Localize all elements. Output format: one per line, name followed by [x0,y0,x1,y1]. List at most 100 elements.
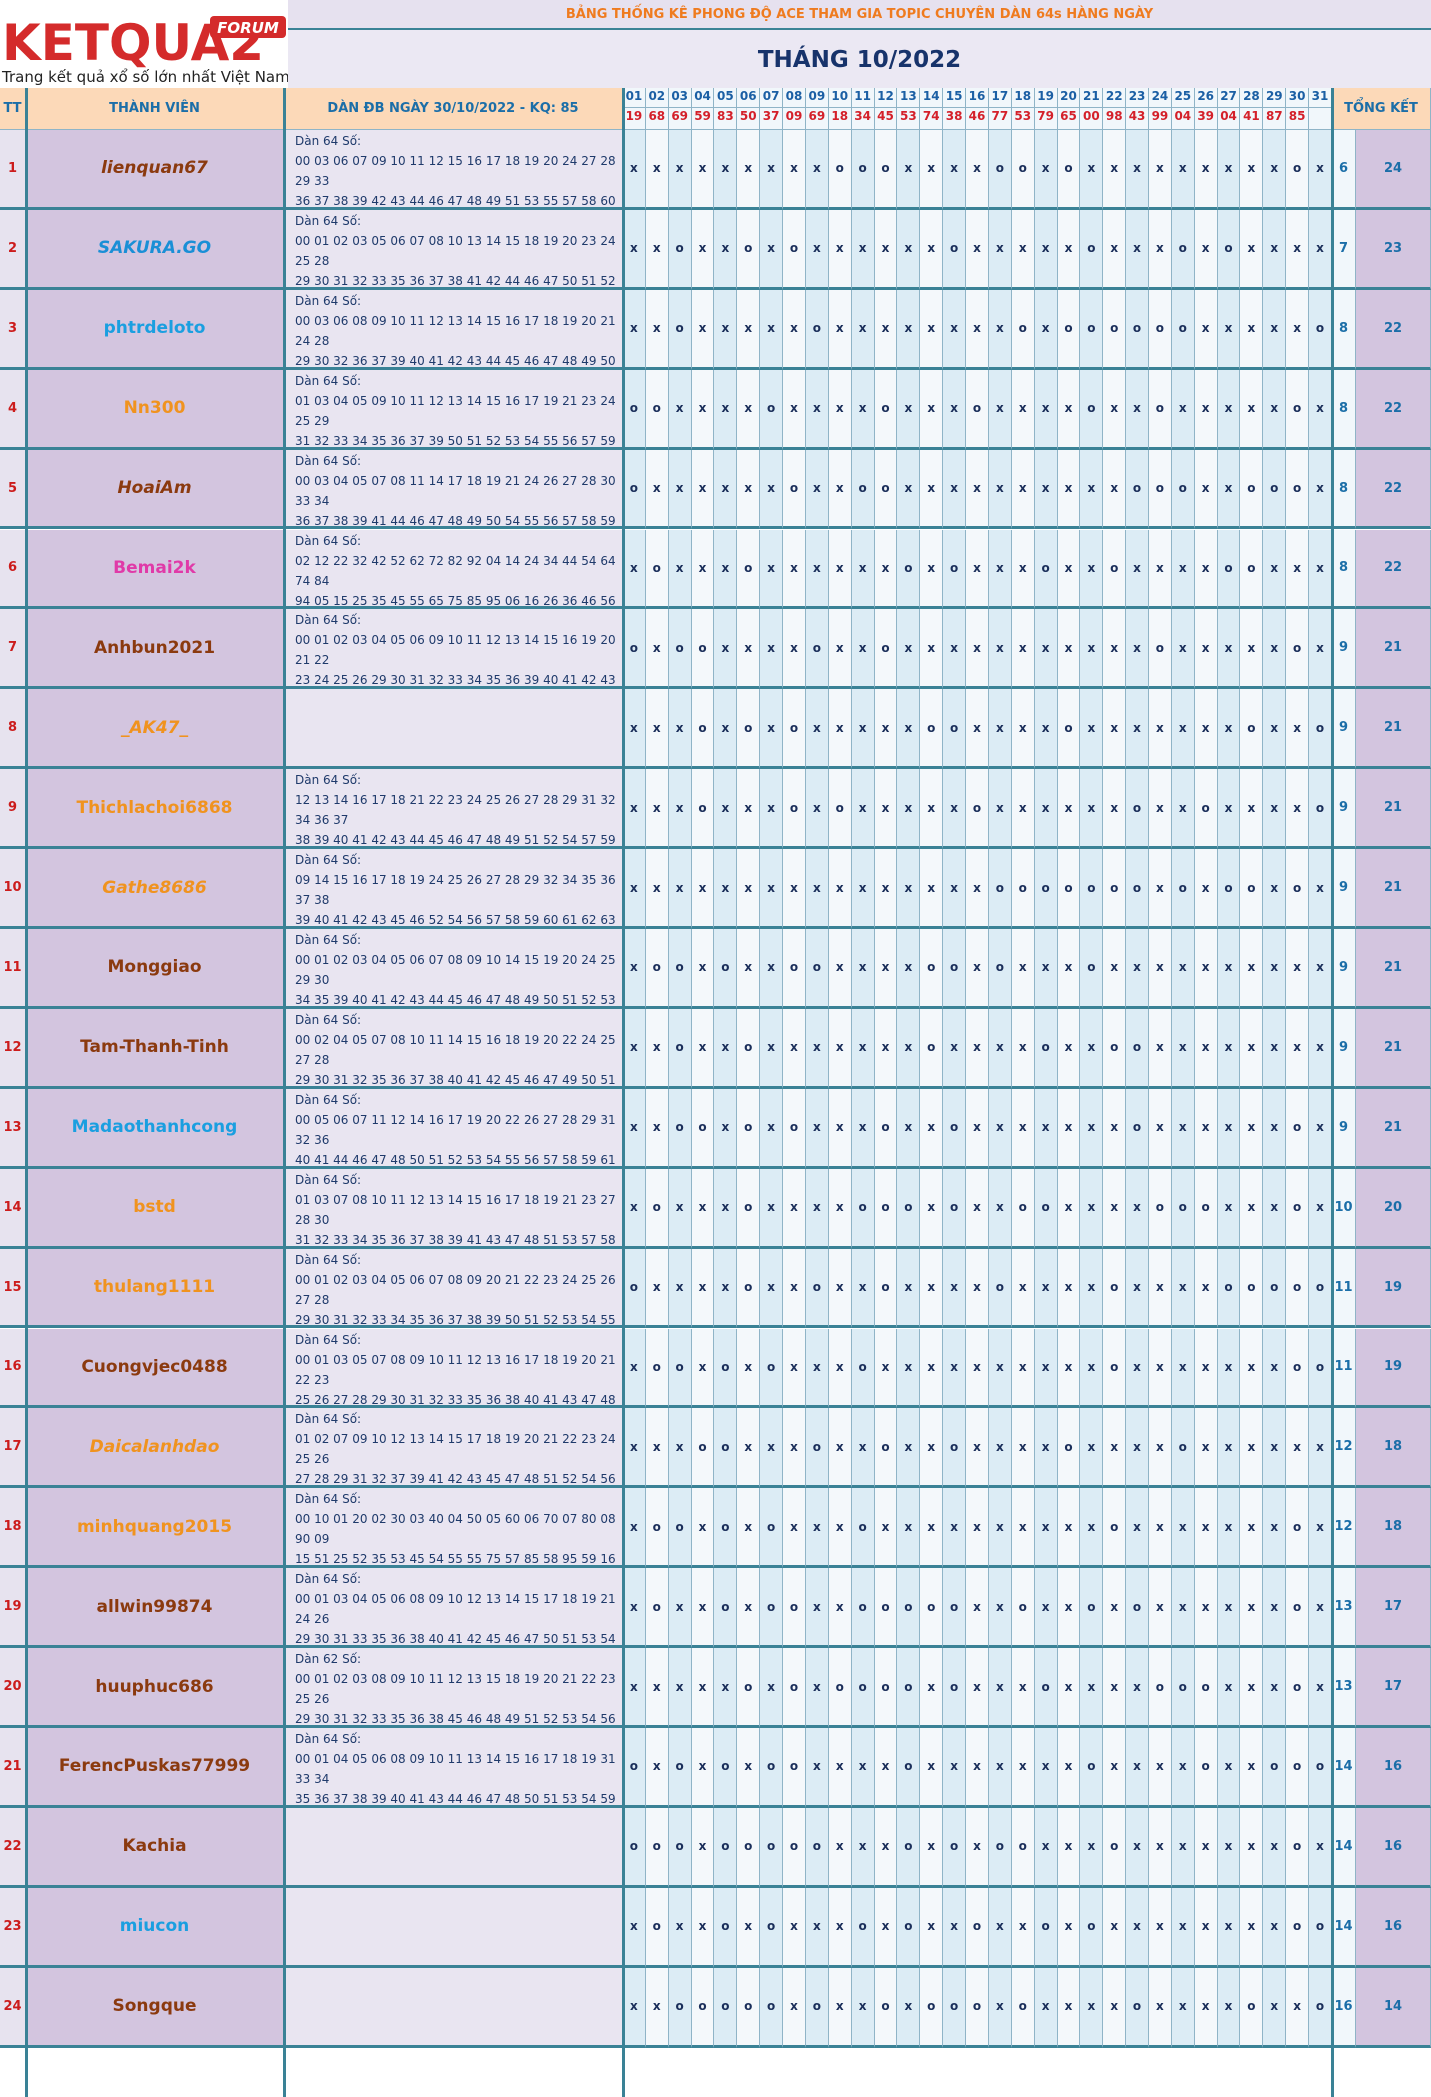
day-mark: x [737,609,761,690]
day-mark: x [988,1568,1012,1649]
day-mark: x [737,369,761,450]
day-mark: x [1217,1887,1241,1968]
day-mark: x [737,1328,761,1409]
day-mark: o [874,130,898,210]
logo-badge: FORUM [217,19,279,37]
day-mark: x [920,1488,944,1569]
member-name[interactable]: Anhbun2021 [26,609,284,690]
day-mark: x [1103,1168,1127,1249]
member-name[interactable]: Monggiao [26,929,284,1009]
member-dan: Dàn 64 Số: 00 03 06 07 09 10 11 12 15 16 … [284,130,623,210]
member-name[interactable]: Nn300 [26,369,284,450]
member-name[interactable]: huuphuc686 [26,1648,284,1728]
day-mark: x [1103,449,1127,530]
day-mark: x [828,929,852,1009]
day-mark: x [828,849,852,929]
day-mark: x [1080,1168,1104,1249]
day-header: 17 [988,88,1012,108]
member-name[interactable]: phtrdeloto [26,289,284,370]
member-name[interactable]: _AK47_ [26,689,284,770]
day-mark: x [874,929,898,1009]
day-mark: o [1034,529,1058,610]
day-mark: x [1149,1568,1172,1649]
day-header: 12 [874,88,898,108]
day-mark: x [1034,1408,1058,1489]
day-mark: x [1263,1568,1287,1649]
dan-label: Dàn 64 Số: [295,1492,362,1507]
member-name[interactable]: HoaiAm [26,449,284,530]
day-mark: x [988,1408,1012,1489]
member-name[interactable]: allwin99874 [26,1568,284,1649]
header-tt: TT [0,88,26,130]
day-mark: o [1126,769,1149,850]
logo-tagline: Trang kết quả xổ số lớn nhất Việt Nam [1,68,288,86]
member-name[interactable]: miucon [26,1887,284,1968]
day-mark: o [645,369,669,450]
member-dan [284,1967,623,2048]
day-mark: x [828,689,852,770]
day-mark: x [897,1967,921,2048]
member-name[interactable]: Daicalanhdao [26,1408,284,1489]
member-name[interactable]: bstd [26,1168,284,1249]
member-name[interactable]: minhquang2015 [26,1488,284,1569]
member-name[interactable]: Songque [26,1967,284,2048]
day-mark: o [714,1328,738,1409]
day-mark: x [1011,1088,1035,1169]
day-mark: x [783,1887,806,1968]
day-header: 18 [1011,88,1035,108]
day-result: 65 [1057,108,1081,130]
day-mark: x [966,449,989,530]
day-mark: o [691,769,715,850]
member-total: 14 [1356,1967,1431,2048]
day-mark: o [988,1248,1012,1329]
day-mark: x [1217,689,1241,770]
ketqua2-logo[interactable]: KETQUA2 FORUM Trang kết quả xổ số lớn nh… [0,0,290,88]
member-name[interactable]: thulang1111 [26,1248,284,1329]
day-mark: x [737,1568,761,1649]
day-result: 87 [1263,108,1287,130]
member-count: 9 [1332,689,1356,770]
day-mark: x [874,1328,898,1409]
day-mark: x [1309,130,1332,210]
column-divider [25,88,28,2097]
member-name[interactable]: FerencPuskas77999 [26,1728,284,1808]
member-name[interactable]: lienquan67 [26,130,284,210]
day-mark: x [1309,1168,1332,1249]
member-name[interactable]: Cuongvjec0488 [26,1328,284,1409]
day-mark: x [1309,1648,1332,1728]
member-name[interactable]: Bemai2k [26,529,284,610]
day-mark: x [623,1488,646,1569]
day-mark: x [828,609,852,690]
member-name[interactable]: SAKURA.GO [26,209,284,290]
member-name[interactable]: Kachia [26,1807,284,1888]
day-mark: x [645,1408,669,1489]
member-name[interactable]: Gathe8686 [26,849,284,929]
day-mark: o [1057,130,1081,210]
day-mark: x [1080,1967,1104,2048]
day-mark: o [1240,1248,1264,1329]
day-mark: x [668,1568,692,1649]
day-mark: x [668,1648,692,1728]
member-name[interactable]: Thichlachoi6868 [26,769,284,850]
member-count: 14 [1332,1728,1356,1808]
dan-numbers-line: 29 30 31 32 33 34 35 36 37 38 39 50 51 5… [295,1312,616,1327]
day-mark: x [897,1328,921,1409]
day-mark: o [645,1488,669,1569]
day-mark: x [897,1408,921,1489]
day-mark: o [1171,1168,1195,1249]
day-mark: o [737,1088,761,1169]
member-name[interactable]: Madaothanhcong [26,1088,284,1169]
day-mark: o [828,1648,852,1728]
day-mark: x [1103,1728,1127,1808]
member-dan: Dàn 64 Số: 00 01 02 03 04 05 06 07 08 09 … [284,929,623,1009]
day-mark: o [1217,529,1241,610]
day-mark: x [805,209,829,290]
day-mark: x [645,209,669,290]
day-mark: x [988,1728,1012,1808]
day-mark: x [851,929,875,1009]
day-mark: x [897,1088,921,1169]
day-mark: o [1080,1568,1104,1649]
member-name[interactable]: Tam-Thanh-Tinh [26,1008,284,1089]
member-total: 16 [1356,1887,1431,1968]
day-mark: o [737,1248,761,1329]
